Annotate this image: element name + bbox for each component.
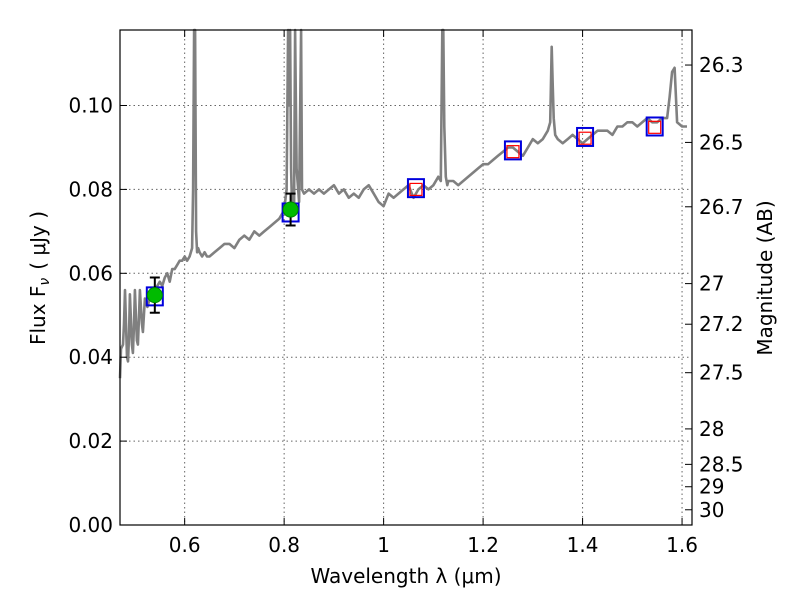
y-axis-left-label-subscript: ν xyxy=(37,278,53,286)
photometry-point xyxy=(146,287,163,304)
x-tick-label: 1.2 xyxy=(467,533,499,557)
mag-tick-label: 27.2 xyxy=(699,312,744,336)
x-tick-label: 1 xyxy=(377,533,390,557)
x-axis-label: Wavelength λ (μm) xyxy=(310,564,501,588)
y-tick-label: 0.10 xyxy=(68,94,113,118)
mag-tick-label: 26.3 xyxy=(699,53,744,77)
y-axis-right-label: Magnitude (AB) xyxy=(753,200,777,355)
y-axis-left-label: Flux Fν ( μJy ) xyxy=(26,211,53,345)
x-tick-label: 1.4 xyxy=(567,533,599,557)
spectrum-line xyxy=(118,28,687,379)
model-flux-box xyxy=(576,126,595,147)
mag-tick-label: 29 xyxy=(699,475,724,499)
mag-tick-label: 26.7 xyxy=(699,195,744,219)
model-flux-box xyxy=(645,116,664,137)
x-tick-label: 0.6 xyxy=(169,533,201,557)
y-tick-label: 0.00 xyxy=(68,513,113,537)
model-flux-box xyxy=(503,140,522,161)
x-tick-label: 1.6 xyxy=(666,533,698,557)
x-axis: 0.6 0.8 1 1.2 1.4 1.6 xyxy=(169,30,698,557)
model-flux-box xyxy=(406,178,425,199)
spectrum-layer xyxy=(118,28,687,379)
mag-tick-label: 26.5 xyxy=(699,130,744,154)
predicted-flux-box xyxy=(409,182,423,197)
y-tick-label: 0.08 xyxy=(68,177,113,201)
mag-tick-label: 28.5 xyxy=(699,452,744,476)
mag-tick-label: 27 xyxy=(699,272,724,296)
y-axis-left-label-main: Flux F xyxy=(26,286,50,345)
predicted-flux-box xyxy=(578,131,592,145)
y-axis-left-label-unit: ( μJy ) xyxy=(26,211,50,270)
x-tick-label: 0.8 xyxy=(268,533,300,557)
mag-tick-label: 30 xyxy=(699,498,724,522)
mag-tick-label: 28 xyxy=(699,417,724,441)
predicted-flux-box xyxy=(506,145,520,159)
y-tick-label: 0.02 xyxy=(68,429,113,453)
photometry-point xyxy=(282,201,299,218)
predicted-flux-box xyxy=(648,120,662,134)
y-tick-label: 0.04 xyxy=(68,345,113,369)
y-tick-label: 0.06 xyxy=(68,261,113,285)
marker-layer xyxy=(145,116,664,314)
y-axis-left: 0.00 0.02 0.04 0.06 0.08 0.10 xyxy=(68,94,127,537)
gridlines xyxy=(120,30,692,525)
mag-tick-label: 27.5 xyxy=(699,361,744,385)
plot-frame xyxy=(119,29,693,526)
